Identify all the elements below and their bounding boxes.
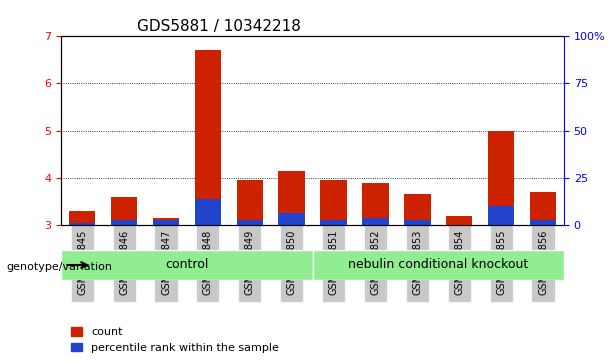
Text: control: control bbox=[166, 258, 208, 272]
Bar bbox=[111, 220, 137, 225]
Bar bbox=[69, 211, 96, 225]
Bar bbox=[446, 216, 473, 225]
Bar bbox=[362, 183, 389, 225]
Bar bbox=[488, 206, 514, 225]
Bar bbox=[362, 218, 389, 225]
Bar bbox=[69, 223, 96, 225]
Legend: count, percentile rank within the sample: count, percentile rank within the sample bbox=[67, 323, 284, 358]
Bar bbox=[321, 180, 347, 225]
Bar bbox=[488, 131, 514, 225]
Text: nebulin conditional knockout: nebulin conditional knockout bbox=[348, 258, 528, 272]
Bar bbox=[237, 180, 263, 225]
Bar bbox=[530, 220, 556, 225]
Bar bbox=[153, 220, 179, 225]
Bar bbox=[321, 220, 347, 225]
Bar bbox=[404, 195, 430, 225]
Bar bbox=[404, 220, 430, 225]
Bar bbox=[237, 220, 263, 225]
Text: genotype/variation: genotype/variation bbox=[6, 262, 112, 272]
FancyBboxPatch shape bbox=[61, 250, 313, 280]
Bar bbox=[195, 199, 221, 225]
Bar bbox=[195, 50, 221, 225]
Bar bbox=[111, 197, 137, 225]
FancyBboxPatch shape bbox=[313, 250, 564, 280]
Bar bbox=[153, 218, 179, 225]
Bar bbox=[278, 171, 305, 225]
Bar bbox=[278, 213, 305, 225]
Bar bbox=[530, 192, 556, 225]
Text: GDS5881 / 10342218: GDS5881 / 10342218 bbox=[137, 19, 300, 34]
